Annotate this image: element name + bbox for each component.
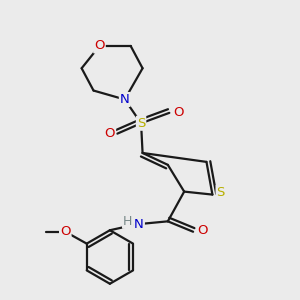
- Text: O: O: [197, 224, 207, 237]
- Text: O: O: [94, 40, 105, 52]
- Text: N: N: [120, 93, 130, 106]
- Text: N: N: [134, 218, 144, 231]
- Text: S: S: [217, 186, 225, 199]
- Text: O: O: [173, 106, 184, 119]
- Text: O: O: [105, 127, 115, 140]
- Text: H: H: [123, 215, 132, 228]
- Text: S: S: [137, 117, 145, 130]
- Text: O: O: [60, 225, 70, 238]
